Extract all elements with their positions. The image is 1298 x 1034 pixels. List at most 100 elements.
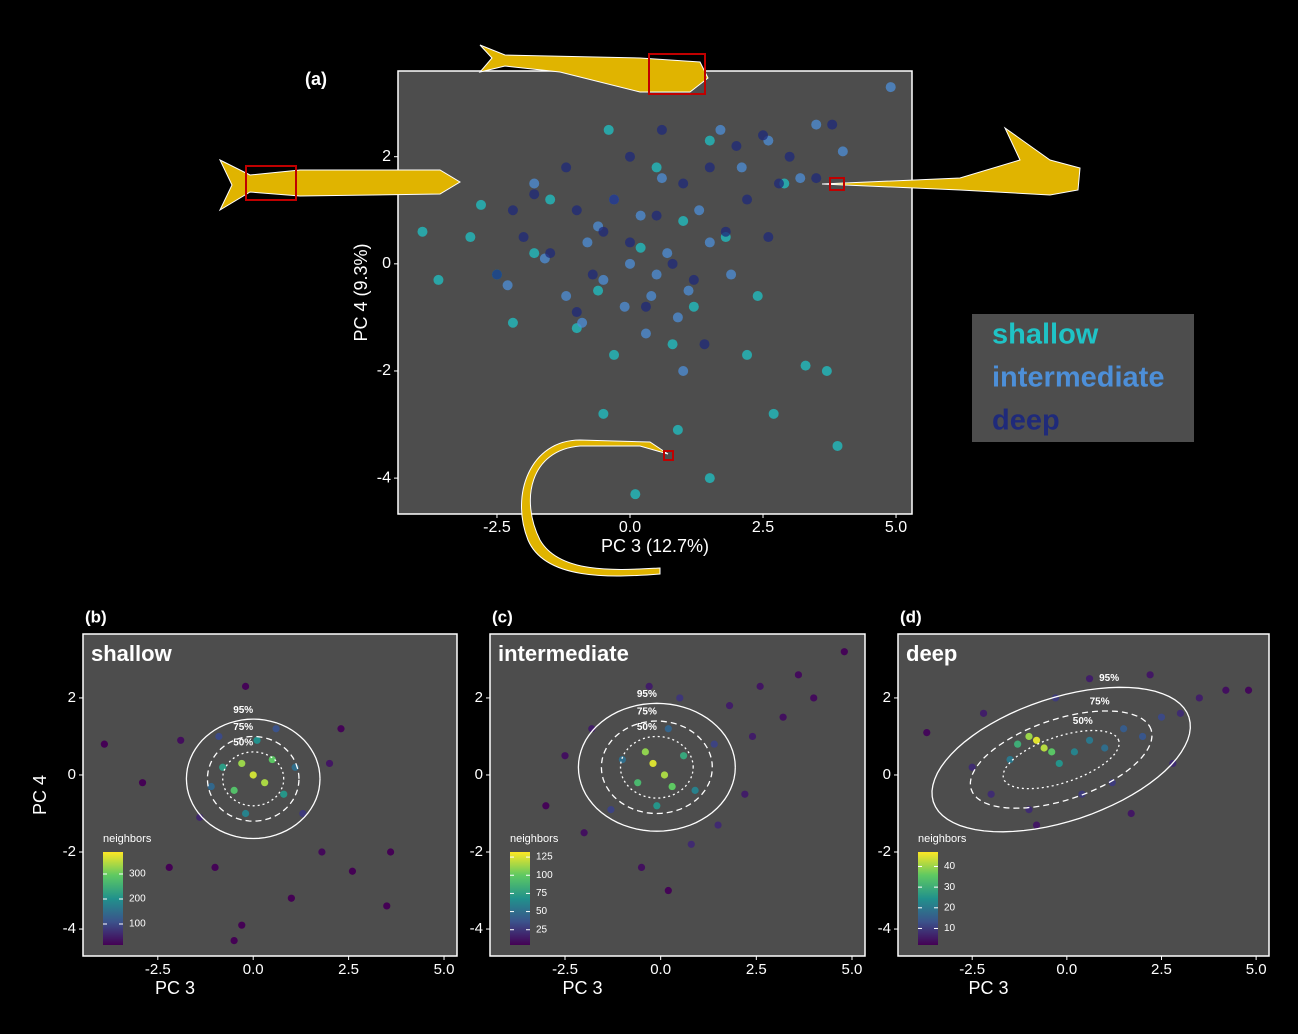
point	[561, 162, 571, 172]
point	[219, 764, 226, 771]
point	[598, 409, 608, 419]
y-tick-label: 2	[883, 689, 891, 706]
y-tick-label: 0	[382, 255, 391, 272]
point	[238, 760, 245, 767]
colorbar-tick-label: 125	[536, 852, 553, 863]
colorbar-title: neighbors	[103, 833, 152, 845]
point	[692, 787, 699, 794]
point	[749, 733, 756, 740]
point	[101, 741, 108, 748]
point	[741, 791, 748, 798]
point	[822, 366, 832, 376]
point	[577, 318, 587, 328]
ellipse-label: 95%	[1099, 673, 1119, 684]
point	[572, 307, 582, 317]
point	[638, 864, 645, 871]
point	[833, 441, 843, 451]
point	[581, 829, 588, 836]
legend-entry: intermediate	[992, 362, 1164, 394]
point	[508, 205, 518, 215]
point	[625, 237, 635, 247]
x-tick-label: -2.5	[959, 961, 985, 978]
point	[1086, 737, 1093, 744]
point	[811, 173, 821, 183]
point	[636, 211, 646, 221]
point	[757, 683, 764, 690]
point	[688, 841, 695, 848]
x-axis-label: PC 3 (12.7%)	[601, 536, 709, 556]
y-tick-label: -2	[878, 843, 891, 860]
point	[705, 473, 715, 483]
point	[545, 195, 555, 205]
point	[588, 270, 598, 280]
point	[1071, 748, 1078, 755]
x-tick-label: 5.0	[885, 519, 907, 536]
point	[689, 275, 699, 285]
point	[669, 783, 676, 790]
point	[598, 275, 608, 285]
colorbar-tick-label: 75	[536, 888, 548, 899]
point	[665, 887, 672, 894]
point	[678, 366, 688, 376]
point	[838, 146, 848, 156]
point	[689, 302, 699, 312]
colorbar-tick-label: 300	[129, 869, 146, 880]
point	[827, 120, 837, 130]
page: {"chart_data": [ {"type": "scatter", "pa…	[0, 0, 1298, 1034]
point	[417, 227, 427, 237]
point	[715, 125, 725, 135]
point	[1056, 760, 1063, 767]
point	[1245, 687, 1252, 694]
x-tick-label: -2.5	[483, 519, 511, 536]
point	[561, 291, 571, 301]
point	[529, 178, 539, 188]
point	[731, 141, 741, 151]
point	[699, 339, 709, 349]
panel-label: (c)	[492, 607, 513, 626]
point	[231, 937, 238, 944]
point	[657, 125, 667, 135]
point	[593, 286, 603, 296]
point	[721, 227, 731, 237]
point	[231, 787, 238, 794]
point	[705, 162, 715, 172]
x-tick-label: 2.5	[1151, 961, 1172, 978]
point	[886, 82, 896, 92]
x-tick-label: 0.0	[650, 961, 671, 978]
point	[1222, 687, 1229, 694]
point	[383, 902, 390, 909]
point	[215, 733, 222, 740]
x-tick-label: 0.0	[243, 961, 264, 978]
point	[652, 211, 662, 221]
point	[1101, 744, 1108, 751]
y-axis-label: PC 4 (9.3%)	[351, 243, 371, 341]
colorbar-tick-label: 30	[944, 882, 956, 893]
point	[529, 189, 539, 199]
point	[662, 248, 672, 258]
ellipse-label: 95%	[233, 705, 253, 716]
point	[737, 162, 747, 172]
point	[542, 802, 549, 809]
point	[280, 791, 287, 798]
point	[742, 350, 752, 360]
point	[661, 771, 668, 778]
point	[1086, 675, 1093, 682]
point	[492, 270, 502, 280]
colorbar-title: neighbors	[918, 833, 967, 845]
colorbar-tick-label: 50	[536, 906, 548, 917]
point	[742, 195, 752, 205]
point	[625, 259, 635, 269]
point	[634, 779, 641, 786]
point	[758, 130, 768, 140]
point	[636, 243, 646, 253]
point	[609, 350, 619, 360]
point	[726, 270, 736, 280]
point	[242, 683, 249, 690]
panel-title: shallow	[91, 641, 173, 666]
point	[980, 710, 987, 717]
panel-label: (a)	[305, 69, 327, 89]
point	[166, 864, 173, 871]
point	[1048, 748, 1055, 755]
point	[678, 216, 688, 226]
colorbar-tick-label: 20	[944, 902, 956, 913]
